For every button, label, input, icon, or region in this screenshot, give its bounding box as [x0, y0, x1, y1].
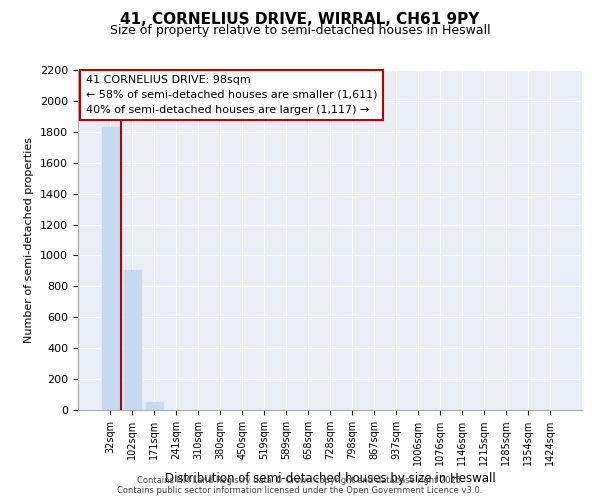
Bar — [123, 270, 142, 410]
Text: Contains public sector information licensed under the Open Government Licence v3: Contains public sector information licen… — [118, 486, 482, 495]
Text: Contains HM Land Registry data © Crown copyright and database right 2025.: Contains HM Land Registry data © Crown c… — [137, 476, 463, 485]
Text: 41 CORNELIUS DRIVE: 98sqm
← 58% of semi-detached houses are smaller (1,611)
40% : 41 CORNELIUS DRIVE: 98sqm ← 58% of semi-… — [86, 75, 377, 114]
X-axis label: Distribution of semi-detached houses by size in Heswall: Distribution of semi-detached houses by … — [164, 472, 496, 485]
Text: Size of property relative to semi-detached houses in Heswall: Size of property relative to semi-detach… — [110, 24, 490, 37]
Bar — [101, 126, 119, 410]
Y-axis label: Number of semi-detached properties: Number of semi-detached properties — [25, 137, 34, 343]
Text: 41, CORNELIUS DRIVE, WIRRAL, CH61 9PY: 41, CORNELIUS DRIVE, WIRRAL, CH61 9PY — [121, 12, 479, 28]
Bar — [145, 400, 164, 410]
